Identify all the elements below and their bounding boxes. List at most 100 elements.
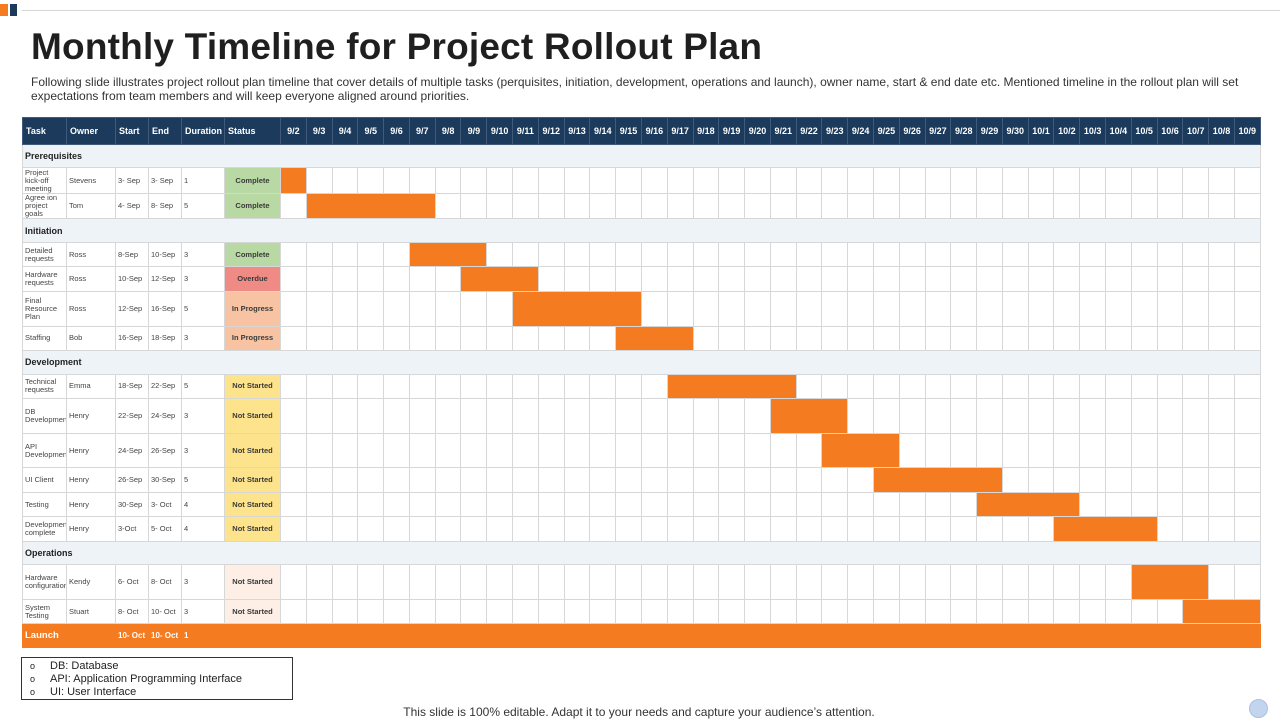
- gantt-cell: [486, 373, 514, 399]
- gantt-cell: [537, 241, 565, 268]
- gantt-cell: [718, 397, 746, 434]
- day-header: 9/30: [1001, 117, 1029, 145]
- gantt-cell: [305, 167, 333, 194]
- gantt-cell: [615, 373, 642, 399]
- task-end: 12-Sep: [148, 266, 182, 292]
- day-header: 10/9: [1233, 117, 1261, 145]
- gantt-cell: [950, 564, 978, 600]
- gantt-cell: [795, 373, 823, 399]
- task-start: 24-Sep: [115, 432, 149, 469]
- gantt-bar-segment: [434, 241, 462, 268]
- gantt-cell: [718, 192, 746, 220]
- task-row: UI Client Henry 26-Sep 30-Sep 5 Not Started: [22, 467, 1261, 493]
- task-end: 16-Sep: [148, 290, 182, 327]
- day-header: 10/8: [1208, 117, 1235, 145]
- gantt-cell: [1208, 432, 1235, 469]
- gantt-cell: [357, 397, 385, 434]
- gantt-cell: [434, 167, 462, 194]
- gantt-cell: [537, 192, 565, 220]
- gantt-cell: [383, 516, 410, 542]
- gantt-cell: [640, 266, 668, 292]
- gantt-cell: [1027, 167, 1055, 194]
- rollout-gantt-table: Task Owner Start End Duration Status 9/2 9/3 9/4…: [22, 117, 1261, 648]
- task-duration: 3: [181, 397, 225, 434]
- gantt-cell: [563, 325, 591, 352]
- gantt-cell: [434, 192, 462, 220]
- gantt-cell: [1156, 467, 1184, 493]
- slide-nav-button[interactable]: [1249, 699, 1268, 718]
- gantt-cell: [795, 467, 823, 493]
- gantt-cell: [1105, 290, 1132, 327]
- launch-bar: [224, 623, 1261, 648]
- gantt-cell: [769, 516, 797, 542]
- gantt-cell: [1105, 266, 1132, 292]
- gantt-cell: [769, 432, 797, 469]
- gantt-cell: [1156, 167, 1184, 194]
- gantt-bar-segment: [640, 325, 668, 352]
- gantt-cell: [512, 432, 539, 469]
- gantt-cell: [744, 167, 771, 194]
- gantt-cell: [1208, 266, 1235, 292]
- gantt-cell: [872, 373, 900, 399]
- gantt-cell: [331, 564, 359, 600]
- gantt-cell: [460, 325, 488, 352]
- gantt-cell: [718, 290, 746, 327]
- gantt-cell: [512, 564, 539, 600]
- gantt-cell: [1027, 266, 1055, 292]
- gantt-cell: [1079, 432, 1106, 469]
- gantt-cell: [460, 491, 488, 518]
- gantt-bar-segment: [615, 290, 642, 327]
- gantt-cell: [898, 397, 926, 434]
- gantt-cell: [640, 290, 668, 327]
- gantt-cell: [847, 373, 874, 399]
- task-owner: Ross: [66, 241, 116, 268]
- gantt-cell: [718, 167, 746, 194]
- gantt-cell: [692, 266, 720, 292]
- gantt-cell: [280, 397, 307, 434]
- gantt-cell: [1182, 167, 1210, 194]
- gantt-cell: [1027, 241, 1055, 268]
- gantt-cell: [795, 491, 823, 518]
- task-end: 8- Oct: [148, 564, 182, 600]
- gantt-bar-segment: [563, 290, 591, 327]
- gantt-cell: [280, 516, 307, 542]
- gantt-cell: [305, 241, 333, 268]
- gantt-cell: [1208, 290, 1235, 327]
- gantt-cell: [1208, 325, 1235, 352]
- legend-item: o DB: Database: [30, 660, 119, 672]
- gantt-cell: [898, 373, 926, 399]
- gantt-cell: [1079, 564, 1106, 600]
- gantt-cell: [769, 564, 797, 600]
- gantt-cell: [460, 373, 488, 399]
- gantt-cell: [924, 432, 952, 469]
- gantt-cell: [1001, 192, 1029, 220]
- gantt-cell: [744, 467, 771, 493]
- gantt-cell: [924, 564, 952, 600]
- column-header-duration: Duration: [181, 117, 225, 145]
- gantt-cell: [408, 290, 436, 327]
- gantt-cell: [718, 491, 746, 518]
- gantt-cell: [563, 598, 591, 625]
- gantt-cell: [486, 325, 514, 352]
- gantt-cell: [976, 325, 1003, 352]
- gantt-cell: [460, 598, 488, 625]
- gantt-cell: [821, 325, 849, 352]
- gantt-cell: [976, 241, 1003, 268]
- status-badge: In Progress: [224, 325, 281, 352]
- gantt-cell: [383, 241, 410, 268]
- gantt-cell: [795, 325, 823, 352]
- gantt-cell: [1208, 192, 1235, 220]
- gantt-cell: [357, 564, 385, 600]
- gantt-bar-segment: [666, 325, 694, 352]
- gantt-cell: [1079, 241, 1106, 268]
- gantt-cell: [950, 266, 978, 292]
- gantt-cell: [589, 516, 617, 542]
- gantt-cell: [331, 325, 359, 352]
- gantt-cell: [1130, 432, 1158, 469]
- legend-item: o UI: User Interface: [30, 686, 137, 698]
- gantt-cell: [512, 467, 539, 493]
- day-header: 9/12: [537, 117, 565, 145]
- column-header-status: Status: [224, 117, 281, 145]
- gantt-cell: [434, 491, 462, 518]
- gantt-cell: [1079, 491, 1106, 518]
